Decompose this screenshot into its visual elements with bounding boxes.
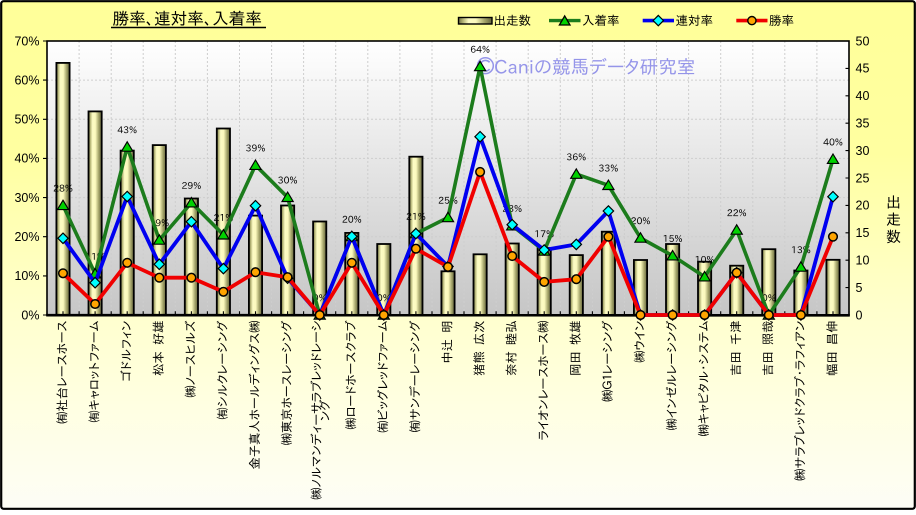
svg-text:40%: 40% (14, 152, 39, 166)
svg-text:20: 20 (856, 199, 870, 213)
svg-text:20%: 20% (14, 230, 39, 244)
svg-text:5: 5 (856, 281, 863, 295)
svg-text:25: 25 (856, 171, 870, 185)
svg-text:15: 15 (856, 226, 870, 240)
svg-text:70%: 70% (14, 34, 39, 48)
svg-text:40: 40 (856, 89, 870, 103)
svg-text:0: 0 (856, 308, 863, 322)
svg-text:0%: 0% (21, 308, 39, 322)
svg-text:50%: 50% (14, 113, 39, 127)
svg-text:60%: 60% (14, 73, 39, 87)
svg-text:10: 10 (856, 254, 870, 268)
svg-text:50: 50 (856, 34, 870, 48)
svg-text:30%: 30% (14, 191, 39, 205)
svg-text:30: 30 (856, 144, 870, 158)
svg-text:10%: 10% (14, 269, 39, 283)
svg-text:35: 35 (856, 117, 870, 131)
svg-text:45: 45 (856, 62, 870, 76)
